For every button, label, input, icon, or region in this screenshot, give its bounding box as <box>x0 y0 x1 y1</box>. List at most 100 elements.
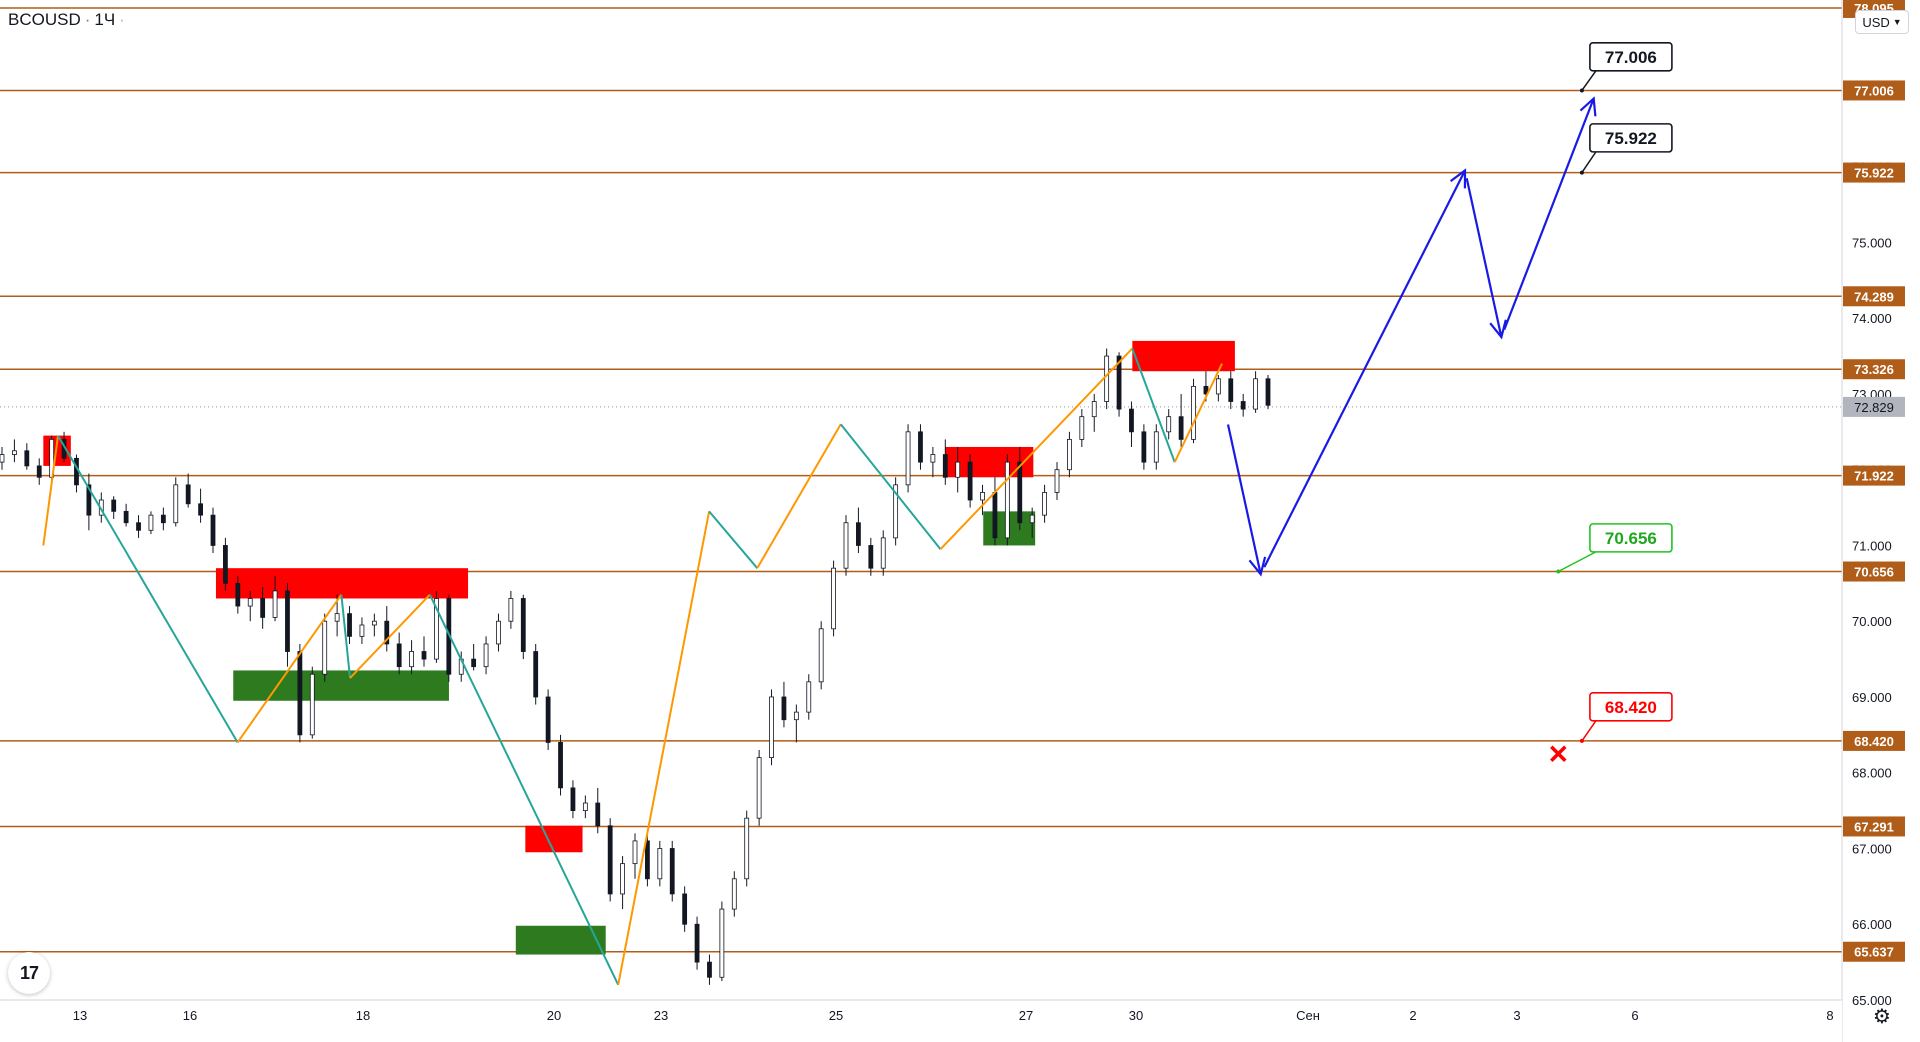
target-label: 77.006 <box>1605 48 1657 67</box>
candle <box>471 643 477 671</box>
candle-body <box>1067 438 1072 471</box>
candle <box>1191 378 1196 444</box>
level-label-bg <box>1843 561 1905 582</box>
candle <box>508 590 514 629</box>
target-box <box>1589 692 1673 722</box>
candle-body <box>198 503 203 516</box>
demand-zone <box>233 670 449 701</box>
symbol-header[interactable]: BCOUSD · 1Ч · <box>8 10 125 30</box>
level-price-label: 67.291 <box>1843 816 1905 837</box>
candle-body <box>111 499 117 512</box>
candle <box>570 780 576 819</box>
candle-body <box>930 454 936 463</box>
candle-body <box>1166 416 1172 433</box>
candle-body <box>1228 378 1234 402</box>
currency-selector[interactable]: USD ▼ <box>1855 10 1909 34</box>
candle-body <box>533 651 539 698</box>
price-tick-label: 67.000 <box>1852 841 1892 856</box>
tradingview-logo-icon[interactable]: 17 <box>8 952 50 994</box>
price-tick-label: 65.000 <box>1852 993 1892 1008</box>
level-label-bg <box>1843 730 1905 751</box>
candle-body <box>0 454 5 463</box>
candle-body <box>545 696 551 743</box>
level-label-text: 70.656 <box>1854 565 1894 580</box>
candle <box>868 537 874 576</box>
supply-zone <box>525 825 583 853</box>
target-pointer <box>1581 720 1597 742</box>
level-price-label: 68.420 <box>1843 730 1905 751</box>
candle-body <box>669 848 675 895</box>
candle-body <box>893 484 899 539</box>
candle <box>384 606 390 652</box>
candle-body <box>235 582 241 607</box>
candle <box>409 640 414 675</box>
candle-body <box>1253 378 1258 410</box>
candle <box>769 689 774 766</box>
candle <box>1067 431 1072 478</box>
current-price-label: 72.829 <box>1843 396 1905 417</box>
candle <box>558 734 563 796</box>
candle <box>148 511 154 535</box>
candle-body <box>384 620 390 645</box>
target-box <box>1589 42 1673 72</box>
candle-body <box>682 893 688 925</box>
zigzag-up-leg <box>1173 363 1223 463</box>
zigzag-down-leg <box>708 510 759 569</box>
candle-body <box>942 454 948 478</box>
forecast-arrowhead <box>1449 168 1467 189</box>
candle <box>297 643 303 743</box>
candle <box>111 496 117 519</box>
candle-body <box>272 590 278 618</box>
candle <box>781 681 787 728</box>
forecast-leg <box>1226 424 1262 575</box>
candle <box>707 954 712 985</box>
level-label-bg <box>1843 286 1905 307</box>
candle-body <box>1029 514 1035 524</box>
candle <box>396 632 402 675</box>
price-tick-label: 69.000 <box>1852 690 1892 705</box>
candle-body <box>620 863 625 895</box>
target-box <box>1589 523 1673 553</box>
candle <box>1141 424 1147 470</box>
zigzag-down-leg <box>839 423 942 550</box>
zigzag-down-leg <box>428 594 620 986</box>
candle-body <box>607 825 613 895</box>
candle <box>582 795 588 819</box>
level-price-label: 70.656 <box>1843 561 1905 582</box>
candle-body <box>868 545 874 569</box>
candle <box>1178 393 1184 447</box>
candle <box>1215 375 1221 402</box>
candle-body <box>223 545 228 584</box>
candle-body <box>409 651 414 668</box>
candle-body <box>1054 469 1060 493</box>
target-label: 70.656 <box>1605 529 1657 548</box>
candle-body <box>1191 385 1196 440</box>
time-tick-label: 6 <box>1631 1008 1638 1023</box>
candle-body <box>744 817 750 880</box>
candle <box>136 515 141 538</box>
candle <box>545 689 551 750</box>
interval-label[interactable]: 1Ч <box>94 10 116 29</box>
price-axis-bg <box>1842 0 1920 1042</box>
target-anchor-dot <box>1579 170 1584 175</box>
candle-body <box>74 457 79 486</box>
candle-body <box>148 514 154 531</box>
candle <box>1265 375 1271 410</box>
candle <box>285 583 290 667</box>
candle-body <box>645 840 650 880</box>
candle <box>0 446 5 470</box>
gear-icon[interactable]: ⚙ <box>1873 1005 1891 1028</box>
candle-body <box>905 431 911 486</box>
candle-body <box>123 510 129 524</box>
candle-body <box>595 802 601 827</box>
level-label-bg <box>1843 162 1905 183</box>
candle <box>719 901 725 982</box>
candle-body <box>297 651 303 736</box>
candle <box>12 439 17 463</box>
time-tick-label: 13 <box>73 1008 87 1023</box>
supply-zone <box>1132 340 1235 372</box>
candle-body <box>632 840 638 865</box>
candle <box>434 590 439 663</box>
currency-label: USD <box>1862 14 1890 30</box>
